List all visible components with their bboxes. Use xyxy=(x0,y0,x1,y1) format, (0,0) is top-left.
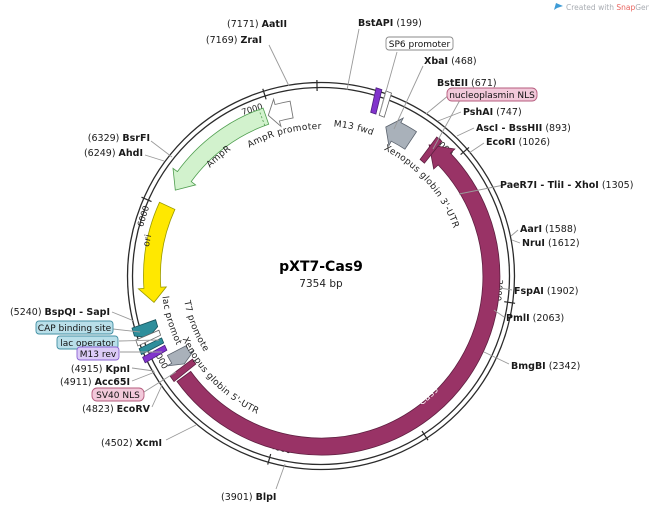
enzyme-label-pmli: PmlI (2063) xyxy=(506,313,564,324)
enzyme-label-asci-bsshii: AscI - BssHII (893) xyxy=(476,123,571,134)
enzyme-label-ahdi: (6249) AhdI xyxy=(84,148,143,159)
svg-text:CAP binding site: CAP binding site xyxy=(38,324,112,334)
enzyme-label-zrai: (7169) ZraI xyxy=(206,35,262,46)
boxed-label-sp6-promoter: SP6 promoter xyxy=(386,37,453,50)
plasmid-size: 7354 bp xyxy=(299,278,343,290)
enzyme-label-pshai: PshAI (747) xyxy=(463,107,522,118)
plasmid-title: pXT7-Cas9 xyxy=(279,259,363,275)
enzyme-label-fspai: FspAI (1902) xyxy=(514,286,578,297)
enzyme-label-acc65i: (4911) Acc65I xyxy=(60,377,130,388)
boxed-label-cap-binding-site: CAP binding site xyxy=(36,321,113,334)
enzyme-label-paer7i-tlii-xhoi: PaeR7I - TliI - XhoI (1305) xyxy=(500,180,633,191)
svg-text:M13 rev: M13 rev xyxy=(80,350,117,360)
enzyme-label-xcmi: (4502) XcmI xyxy=(101,438,162,449)
enzyme-label-nrui: NruI (1612) xyxy=(522,238,580,249)
enzyme-label-ecorv: (4823) EcoRV xyxy=(82,404,151,415)
boxed-label-sv40-nls: SV40 NLS xyxy=(92,388,144,401)
enzyme-label-xbai: XbaI (468) xyxy=(424,56,477,67)
enzyme-label-bsteii: BstEII (671) xyxy=(437,78,497,89)
svg-text:nucleoplasmin NLS: nucleoplasmin NLS xyxy=(449,91,535,101)
enzyme-label-bsrfi: (6329) BsrFI xyxy=(88,133,150,144)
svg-text:SP6 promoter: SP6 promoter xyxy=(389,40,451,50)
enzyme-label-aari: AarI (1588) xyxy=(520,224,577,235)
boxed-label-nucleoplasmin-nls: nucleoplasmin NLS xyxy=(447,88,537,101)
svg-text:SV40 NLS: SV40 NLS xyxy=(96,391,140,401)
enzyme-label-bstapi: BstAPI (199) xyxy=(358,18,422,29)
enzyme-label-bmgbi: BmgBI (2342) xyxy=(511,361,580,372)
watermark: Created with SnapGene® xyxy=(554,3,649,12)
enzyme-label-bspqi-sapi: (5240) BspQI - SapI xyxy=(10,307,110,318)
boxed-label-m13-rev: M13 rev xyxy=(77,347,119,360)
watermark-text: Created with SnapGene® xyxy=(566,3,649,12)
enzyme-label-aatii: (7171) AatII xyxy=(227,19,287,30)
enzyme-label-blpi: (3901) BlpI xyxy=(221,492,276,503)
enzyme-label-kpni: (4915) KpnI xyxy=(71,364,130,375)
enzyme-label-ecori: EcoRI (1026) xyxy=(486,137,550,148)
